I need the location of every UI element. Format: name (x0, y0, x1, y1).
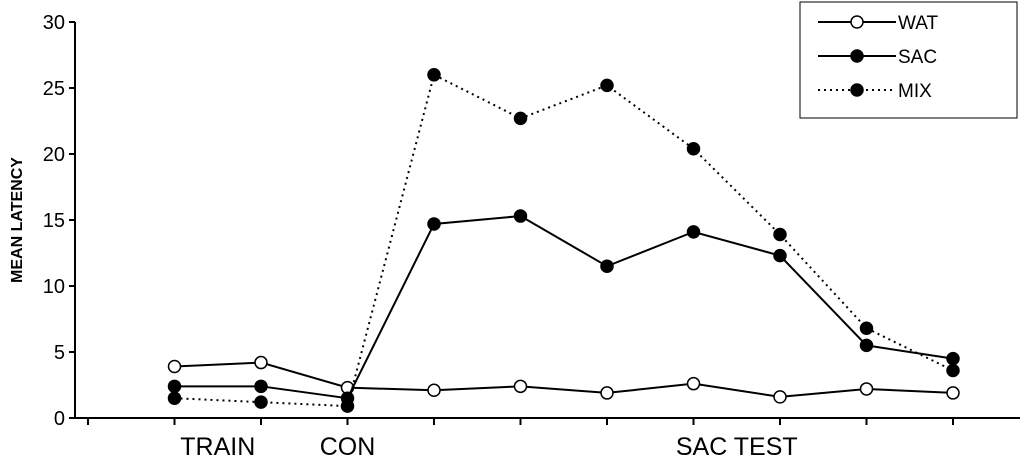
data-point (427, 68, 441, 82)
data-point (773, 248, 787, 263)
x-ticks (87, 418, 954, 425)
legend-marker (850, 83, 864, 97)
data-point (167, 379, 182, 394)
data-point (513, 111, 528, 126)
phase-label: CON (320, 433, 376, 461)
data-point (254, 355, 268, 370)
phase-label: SAC TEST (676, 433, 798, 461)
data-point (773, 390, 787, 404)
data-point (600, 259, 614, 273)
data-point (859, 382, 874, 396)
y-tick-label: 10 (43, 276, 65, 298)
data-point (686, 141, 701, 156)
data-point (427, 383, 441, 398)
series-line (174, 215, 954, 400)
y-tick-label: 20 (43, 144, 65, 166)
y-tick-label: 5 (54, 342, 65, 364)
y-tick-label: 0 (54, 408, 65, 430)
data-point (859, 321, 874, 335)
y-tick-label: 30 (43, 12, 65, 34)
data-point (254, 379, 268, 394)
data-point (600, 386, 614, 400)
legend-marker (850, 15, 864, 29)
y-axis-label: MEAN LATENCY (9, 157, 26, 283)
phase-labels: TRAIN CON SAC TEST (180, 433, 797, 461)
y-tick-label: 15 (43, 210, 65, 232)
data-point (686, 376, 701, 391)
legend-label: WAT (898, 13, 938, 34)
legend-label: SAC (898, 47, 937, 68)
data-point (513, 379, 528, 394)
data-point (340, 399, 355, 413)
series-group (167, 68, 960, 413)
data-point (167, 391, 182, 405)
data-point (946, 363, 960, 378)
series-line (174, 361, 954, 398)
data-point (946, 351, 960, 366)
data-point (600, 78, 614, 93)
data-point (254, 395, 268, 409)
legend-label: MIX (898, 81, 932, 102)
y-tick-label: 25 (43, 78, 65, 100)
data-point (686, 225, 701, 239)
data-point (859, 338, 874, 353)
data-point (946, 386, 960, 400)
legend-marker (850, 49, 864, 63)
series-mix (167, 68, 960, 413)
y-ticks: 0 5 10 15 20 25 30 (43, 12, 75, 430)
series-sac (167, 209, 960, 405)
phase-label: TRAIN (180, 433, 255, 461)
series-line (174, 73, 954, 408)
data-point (427, 217, 441, 231)
series-wat (167, 355, 960, 404)
data-point (513, 209, 528, 223)
data-point (167, 359, 182, 374)
data-point (773, 227, 787, 242)
legend: WAT SAC MIX (799, 1, 1018, 119)
